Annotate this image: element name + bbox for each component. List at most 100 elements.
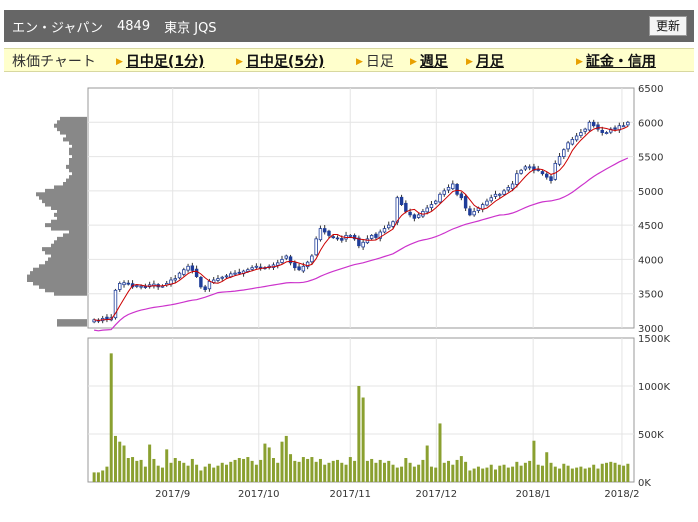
volume-profile-bar (45, 260, 87, 265)
volume-bar (613, 462, 617, 482)
candle (553, 163, 558, 180)
volume-bar (549, 462, 553, 482)
volume-bar (485, 467, 489, 482)
volume-profile-bar (45, 288, 87, 293)
price-tick-label: 6000 (638, 118, 663, 129)
volume-profile-bar (60, 116, 87, 121)
candle (310, 255, 314, 263)
candle (276, 262, 280, 266)
volume-bar (135, 460, 139, 482)
volume-bar (242, 458, 246, 482)
tab-daily: ▶ 日足 (356, 54, 394, 70)
volume-profile-bar (69, 158, 87, 162)
candle (241, 270, 246, 275)
volume-bar (617, 464, 621, 482)
volume-bar (118, 441, 122, 482)
candle (224, 275, 229, 278)
volume-bar (519, 465, 523, 482)
arrow-icon: ▶ (576, 57, 583, 67)
volume-tick-label: 1500K (638, 334, 670, 345)
volume-profile-bar (48, 257, 87, 262)
tab-intraday-5min[interactable]: ▶ 日中足(5分) (236, 54, 325, 70)
candle (399, 196, 404, 205)
volume-bar (314, 461, 318, 482)
candle (186, 265, 190, 271)
candle (254, 265, 259, 268)
candle (96, 319, 101, 322)
arrow-icon: ▶ (466, 57, 473, 67)
candle (314, 238, 318, 256)
candle (169, 279, 173, 285)
tab-weekly[interactable]: ▶ 週足 (410, 54, 448, 70)
volume-bar (404, 458, 408, 482)
volume-bar (600, 463, 604, 482)
volume-profile-bar (72, 171, 87, 176)
candle (173, 278, 177, 281)
volume-profile-bar (51, 226, 87, 231)
volume-bar (476, 466, 480, 482)
stock-header: エン・ジャパン 4849 東京 JQS 更新 (4, 10, 694, 42)
candle (288, 256, 293, 264)
volume-bar (267, 447, 271, 482)
candle (626, 121, 630, 126)
volume-bar (451, 464, 455, 482)
volume-profile-bar (66, 164, 87, 169)
volume-profile-bar (45, 188, 87, 193)
candle (365, 238, 370, 244)
volume-profile-bar (42, 247, 87, 252)
arrow-icon: ▶ (356, 57, 363, 67)
volume-bar (587, 467, 591, 482)
candle (510, 183, 515, 190)
volume-bar (148, 444, 152, 482)
candle (485, 200, 489, 206)
tab-margin-credit[interactable]: ▶ 証金・信用 (576, 54, 656, 70)
volume-profile-bar (42, 199, 87, 204)
candle (472, 211, 476, 216)
candle (318, 228, 323, 241)
candle (293, 262, 297, 269)
candle (100, 317, 105, 322)
candle (229, 273, 233, 278)
candle (207, 280, 212, 290)
company-name: エン・ジャパン (12, 20, 104, 36)
volume-bar (391, 464, 395, 482)
volume-bar (212, 467, 216, 482)
candle (267, 265, 271, 268)
volume-bar (301, 457, 305, 482)
candle (147, 284, 152, 288)
volume-profile-bar (57, 319, 87, 324)
volume-bar (511, 466, 515, 482)
candle (395, 197, 400, 223)
candle (340, 238, 344, 241)
volume-profile-bar (54, 212, 87, 217)
update-button[interactable]: 更新 (648, 16, 687, 36)
volume-tick-label: 500K (638, 430, 664, 441)
candle (416, 214, 421, 218)
candle (199, 276, 203, 288)
volume-bar (165, 449, 169, 482)
volume-bar (570, 468, 574, 482)
volume-profile-bar (63, 137, 87, 142)
volume-bar (109, 353, 113, 482)
volume-profile-bar (69, 161, 87, 166)
volume-bar (374, 462, 378, 482)
candle (139, 285, 143, 288)
volume-profile-bar (51, 254, 87, 258)
volume-bar (408, 462, 412, 482)
tab-monthly[interactable]: ▶ 月足 (466, 54, 504, 70)
volume-bar (152, 458, 156, 482)
volume-bar (263, 443, 267, 482)
candle (177, 272, 182, 279)
volume-bar (378, 459, 382, 482)
volume-bar (464, 461, 468, 482)
price-tick-label: 5500 (638, 153, 663, 164)
candle (301, 265, 306, 272)
candle (421, 211, 425, 217)
volume-profile-bar (66, 134, 87, 138)
volume-profile-bar (54, 240, 87, 245)
volume-profile-bar (63, 233, 87, 238)
arrow-icon: ▶ (236, 57, 243, 67)
volume-bar (101, 470, 105, 482)
tab-intraday-1min[interactable]: ▶ 日中足(1分) (116, 54, 205, 70)
